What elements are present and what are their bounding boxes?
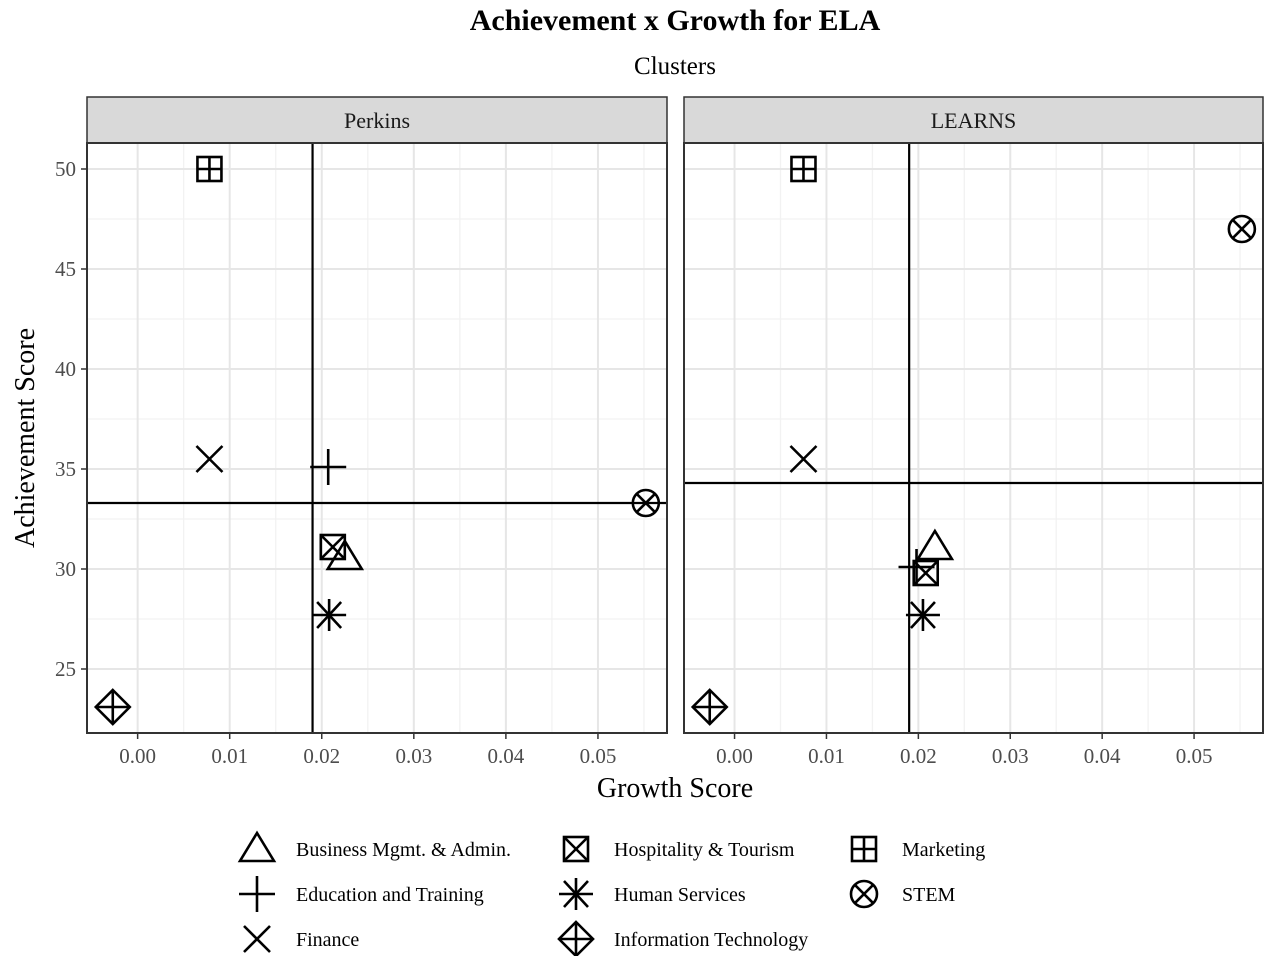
legend-key-triangle [237, 830, 277, 863]
x-tick-label: 0.04 [488, 744, 525, 768]
legend-item-business-mgmt-admin: Business Mgmt. & Admin. [237, 830, 511, 863]
legend-label: Information Technology [614, 929, 808, 951]
panel-perkins: Perkins 0.00 0.01 0.02 0.03 0.04 0.05 25 30 35 40 4… [55, 96, 668, 768]
legend-key-square-plus [850, 835, 878, 863]
legend-item-information-technology: Information Technology [557, 920, 808, 956]
plot-area [87, 143, 667, 733]
legend-key-diamond-plus [557, 920, 595, 956]
point-marketing [196, 155, 223, 183]
y-tick-label: 30 [55, 557, 76, 581]
y-tick-label: 25 [55, 657, 76, 681]
legend-item-stem: STEM [849, 879, 956, 909]
point-marketing [790, 155, 817, 183]
legend-item-finance: Finance [243, 925, 359, 953]
x-tick-label: 0.02 [900, 744, 937, 768]
point-education-and-training [310, 449, 347, 485]
legend-label: Hospitality & Tourism [614, 839, 795, 861]
chart-subtitle: Clusters [634, 53, 716, 80]
facet-panels: Perkins 0.00 0.01 0.02 0.03 0.04 0.05 25 30 35 40 4… [55, 96, 1264, 768]
x-tick-label: 0.02 [303, 744, 340, 768]
legend-key-circle-cross [849, 879, 879, 909]
y-tick-label: 45 [55, 257, 76, 281]
facet-strip-label: Perkins [344, 108, 410, 133]
point-human-services [312, 599, 347, 631]
point-finance [195, 445, 224, 473]
legend-label: Education and Training [296, 884, 484, 906]
panel-border [683, 142, 1264, 734]
x-tick-label: 0.00 [716, 744, 753, 768]
legend: Business Mgmt. & Admin. Education and Tra… [237, 830, 985, 956]
y-tick-label: 50 [55, 157, 76, 181]
x-tick-label: 0.05 [580, 744, 617, 768]
chart-title: Achievement x Growth for ELA [470, 4, 881, 37]
facet-strip [86, 96, 668, 144]
point-information-technology [690, 688, 729, 726]
x-tick-label: 0.00 [119, 744, 156, 768]
facet-strip-label: LEARNS [931, 108, 1017, 133]
y-tick-label: 35 [55, 457, 76, 481]
point-stem [631, 488, 661, 518]
y-axis-title: Achievement Score [10, 328, 41, 548]
point-human-services [905, 599, 940, 631]
point-education-and-training [898, 549, 935, 585]
point-stem [1227, 214, 1257, 244]
legend-label: Finance [296, 929, 359, 951]
x-tick-label: 0.01 [211, 744, 248, 768]
y-tick-label: 40 [55, 357, 76, 381]
x-tick-label: 0.03 [992, 744, 1029, 768]
point-hospitality-tourism [319, 533, 347, 561]
x-tick-label: 0.05 [1176, 744, 1213, 768]
legend-label: Business Mgmt. & Admin. [296, 839, 511, 861]
point-hospitality-tourism [912, 559, 940, 587]
legend-label: Marketing [902, 839, 985, 861]
legend-item-hospitality-tourism: Hospitality & Tourism [562, 835, 795, 863]
point-business-mgmt-admin [915, 528, 955, 561]
panel-learns: LEARNS 0.00 0.01 0.02 0.03 0.04 0.05 [683, 96, 1264, 768]
legend-item-human-services: Human Services [559, 878, 746, 910]
legend-item-education-and-training: Education and Training [239, 876, 484, 912]
x-tick-label: 0.03 [395, 744, 432, 768]
point-finance [789, 445, 818, 473]
panel-border [86, 142, 668, 734]
legend-key-cross [243, 925, 271, 953]
point-business-mgmt-admin [325, 538, 365, 571]
legend-key-asterisk [559, 878, 593, 910]
x-tick-label: 0.04 [1084, 744, 1121, 768]
plot-area [684, 143, 1263, 733]
legend-item-marketing: Marketing [850, 835, 985, 863]
legend-key-plus [239, 876, 275, 912]
x-axis-title: Growth Score [597, 773, 753, 804]
x-tick-label: 0.01 [808, 744, 845, 768]
legend-label: STEM [902, 884, 956, 906]
legend-key-square-cross [562, 835, 590, 863]
legend-label: Human Services [614, 884, 746, 906]
point-information-technology [93, 688, 132, 726]
facet-strip [683, 96, 1264, 144]
